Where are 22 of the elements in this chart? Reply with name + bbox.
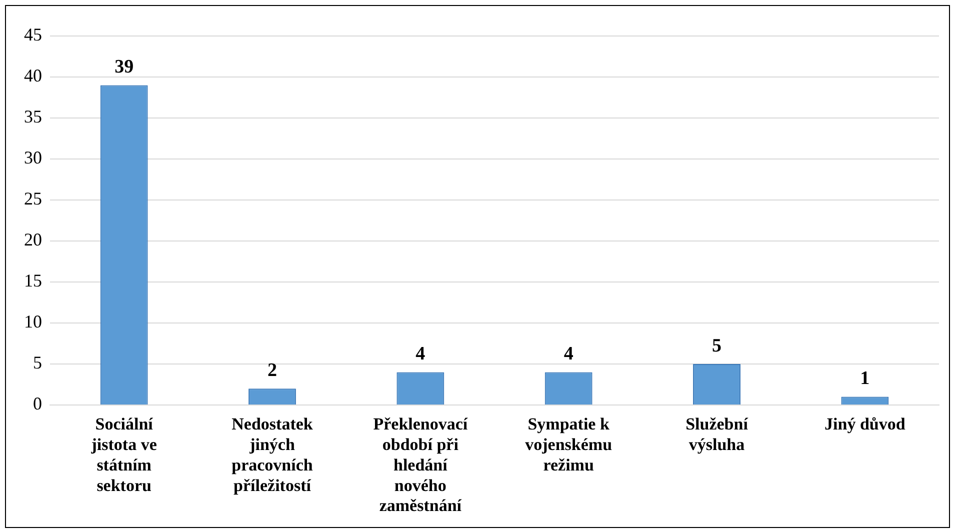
y-tick-label: 5 (33, 352, 42, 373)
x-tick-label: Překlenovací období při hledání nového zaměstnání (373, 414, 468, 516)
data-label: 2 (268, 360, 277, 382)
data-label: 4 (416, 344, 426, 365)
x-tick-label: Sympatie k vojenskému režimu (525, 414, 612, 474)
x-tick-label: Sociální jistota ve státním sektoru (90, 414, 158, 495)
data-label: 4 (564, 344, 574, 365)
y-tick-label: 15 (24, 270, 42, 291)
y-tick-label: 35 (24, 106, 42, 127)
y-tick-label: 30 (24, 148, 42, 168)
data-label: 1 (860, 368, 870, 390)
x-tick-label: Služební výsluha (686, 414, 748, 454)
y-tick-label: 40 (24, 66, 42, 86)
y-tick-label: 10 (24, 312, 42, 332)
x-tick-label: Nedostatek jiných pracovních příležitostí (232, 414, 314, 495)
y-tick-label: 25 (24, 188, 42, 209)
y-tick-label: 0 (33, 394, 42, 414)
y-tick-label: 45 (24, 24, 42, 45)
x-tick-label: Jiný důvod (824, 414, 906, 434)
data-label: 39 (114, 56, 134, 78)
y-tick-label: 20 (24, 230, 42, 250)
data-label: 5 (712, 335, 722, 356)
